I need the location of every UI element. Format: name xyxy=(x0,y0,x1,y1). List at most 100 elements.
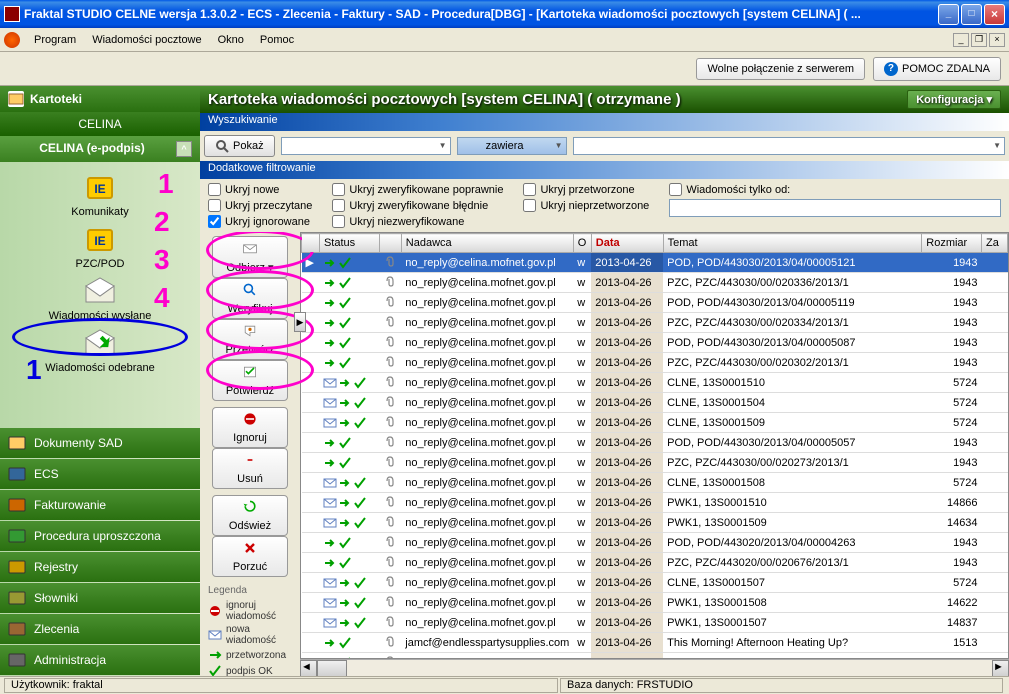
col-3[interactable]: Nadawca xyxy=(401,234,573,253)
maximize-button[interactable]: □ xyxy=(961,4,982,25)
chk-przetworzone[interactable]: Ukryj przetworzone xyxy=(523,183,649,196)
action-przetwórz[interactable]: Przetwórz xyxy=(212,319,288,360)
menu-program[interactable]: Program xyxy=(26,32,84,48)
clip-icon xyxy=(383,414,397,428)
chk-ukryj-ignorowane[interactable]: Ukryj ignorowane xyxy=(208,215,312,228)
sidebar-btn-icon-4 xyxy=(8,558,26,576)
sidebar-btn-6[interactable]: Zlecenia xyxy=(0,614,200,644)
tree-komunikaty[interactable]: IE Komunikaty xyxy=(40,172,160,218)
col-1[interactable]: Status xyxy=(319,234,379,253)
mdi-close[interactable]: × xyxy=(989,33,1005,47)
table-row[interactable]: no_reply@celina.mofnet.gov.pl w 2013-04-… xyxy=(302,613,1008,633)
tree-odebrane[interactable]: Wiadomości odebrane xyxy=(40,328,160,374)
filter-from-input[interactable] xyxy=(669,199,1001,217)
col-4[interactable]: O xyxy=(573,234,591,253)
col-2[interactable] xyxy=(379,234,401,253)
close-button[interactable]: × xyxy=(984,4,1005,25)
table-row[interactable]: no_reply@celina.mofnet.gov.pl w 2013-04-… xyxy=(302,393,1008,413)
action-ignoruj[interactable]: Ignoruj xyxy=(212,407,288,448)
sidebar-btn-0[interactable]: Dokumenty SAD xyxy=(0,428,200,458)
col-6[interactable]: Temat xyxy=(663,234,922,253)
action-porzuć[interactable]: Porzuć xyxy=(212,536,288,577)
minimize-button[interactable]: _ xyxy=(938,4,959,25)
arrow-icon xyxy=(338,616,352,630)
sidebar-kartoteki-header[interactable]: Kartoteki xyxy=(0,86,200,112)
action-usuń[interactable]: Usuń xyxy=(212,448,288,489)
tree-wyslane[interactable]: Wiadomości wysłane xyxy=(40,276,160,322)
sidebar-btn-3[interactable]: Procedura uproszczona xyxy=(0,521,200,551)
table-row[interactable]: no_reply@celina.mofnet.gov.pl w 2013-04-… xyxy=(302,593,1008,613)
action-odbierz[interactable]: Odbierz ▾ xyxy=(212,236,288,278)
clip-icon xyxy=(383,454,397,468)
table-row[interactable]: jamcf@endlesspartysupplies.com w 2013-04… xyxy=(302,633,1008,653)
connection-button[interactable]: Wolne połączenie z serwerem xyxy=(696,58,865,80)
table-row[interactable]: no_reply@celina.mofnet.gov.pl w 2013-04-… xyxy=(302,493,1008,513)
check-icon xyxy=(353,596,367,610)
chk-niezw[interactable]: Ukryj niezweryfikowane xyxy=(332,215,503,228)
table-row[interactable]: no_reply@celina.mofnet.gov.pl w 2013-04-… xyxy=(302,553,1008,573)
table-row[interactable]: no_reply@celina.mofnet.gov.pl w 2013-04-… xyxy=(302,513,1008,533)
menu-pomoc[interactable]: Pomoc xyxy=(252,32,302,48)
show-button[interactable]: Pokaż xyxy=(204,135,275,157)
search-op-combo[interactable]: zawiera xyxy=(457,137,567,155)
table-row[interactable]: no_reply@celina.mofnet.gov.pl w 2013-04-… xyxy=(302,413,1008,433)
mdi-minimize[interactable]: _ xyxy=(953,33,969,47)
mdi-restore[interactable]: ❐ xyxy=(971,33,987,47)
clip-icon xyxy=(383,294,397,308)
chk-zw-poprawnie[interactable]: Ukryj zweryfikowane poprawnie xyxy=(332,183,503,196)
search-field-combo[interactable] xyxy=(281,137,451,155)
table-row[interactable]: no_reply@celina.mofnet.gov.pl w 2013-04-… xyxy=(302,433,1008,453)
table-row[interactable]: no_reply@celina.mofnet.gov.pl w 2013-04-… xyxy=(302,273,1008,293)
search-value-combo[interactable] xyxy=(573,137,1005,155)
config-button[interactable]: Konfiguracja ▾ xyxy=(907,90,1001,109)
sidebar-btn-7[interactable]: Administracja xyxy=(0,645,200,675)
table-row[interactable]: no_reply@celina.mofnet.gov.pl w 2013-04-… xyxy=(302,373,1008,393)
col-7[interactable]: Rozmiar xyxy=(922,234,982,253)
menu-wiadomosci[interactable]: Wiadomości pocztowe xyxy=(84,32,209,48)
scroll-left[interactable]: ◄ xyxy=(300,660,317,676)
table-row[interactable]: no_reply@celina.mofnet.gov.pl w 2013-04-… xyxy=(302,293,1008,313)
table-row[interactable]: no_reply@celina.mofnet.gov.pl w 2013-04-… xyxy=(302,573,1008,593)
sidebar-btn-icon-6 xyxy=(8,620,26,638)
remote-help-button[interactable]: ?POMOC ZDALNA xyxy=(873,57,1001,81)
chk-zw-blednie[interactable]: Ukryj zweryfikowane błędnie xyxy=(332,199,503,212)
splitter-handle[interactable]: ▶ xyxy=(294,312,306,332)
action-odśwież[interactable]: Odśwież xyxy=(212,495,288,536)
table-row[interactable]: ▶ no_reply@celina.mofnet.gov.pl w 2013-0… xyxy=(302,253,1008,273)
col-8[interactable]: Za xyxy=(982,234,1008,253)
table-row[interactable]: no_reply@celina.mofnet.gov.pl w 2013-04-… xyxy=(302,453,1008,473)
sidebar-celina[interactable]: CELINA xyxy=(0,112,200,136)
arrow-icon xyxy=(323,256,337,270)
h-scrollbar[interactable]: ◄ ► xyxy=(300,659,1009,676)
table-row[interactable]: no_reply@celina.mofnet.gov.pl w 2013-04-… xyxy=(302,473,1008,493)
menu-okno[interactable]: Okno xyxy=(210,32,252,48)
expand-icon[interactable]: ^ xyxy=(176,141,192,157)
action-icon-3 xyxy=(240,364,260,380)
help-icon: ? xyxy=(884,62,898,76)
tree-area: 1 2 3 4 1 IE Komunikaty IE PZC/POD Wiado… xyxy=(0,162,200,427)
table-row[interactable]: no_reply@celina.mofnet.gov.pl w 2013-04-… xyxy=(302,353,1008,373)
action-potwierdź[interactable]: Potwierdź xyxy=(212,360,288,401)
message-grid[interactable]: Status NadawcaODataTematRozmiarZa ▶ no_re… xyxy=(300,232,1009,659)
sidebar-celina-epodpis[interactable]: CELINA (e-podpis) ^ xyxy=(0,136,200,162)
scroll-thumb[interactable] xyxy=(317,660,347,676)
table-row[interactable]: no_reply@celina.mofnet.gov.pl w 2013-04-… xyxy=(302,533,1008,553)
table-row[interactable]: no_reply@celina.mofnet.gov.pl w 2013-04-… xyxy=(302,313,1008,333)
chk-nieprzetworzone[interactable]: Ukryj nieprzetworzone xyxy=(523,199,649,212)
tree-pzc-pod[interactable]: IE PZC/POD xyxy=(40,224,160,270)
kartoteki-icon xyxy=(8,91,24,107)
sidebar-btn-4[interactable]: Rejestry xyxy=(0,552,200,582)
table-row[interactable]: no_reply@celina.mofnet.gov.pl w 2013-04-… xyxy=(302,333,1008,353)
action-weryfikuj[interactable]: Weryfikuj xyxy=(212,278,288,319)
col-5[interactable]: Data xyxy=(591,234,663,253)
col-0[interactable] xyxy=(302,234,320,253)
sidebar-btn-5[interactable]: Słowniki xyxy=(0,583,200,613)
scroll-right[interactable]: ► xyxy=(992,660,1009,676)
chk-ukryj-przeczytane[interactable]: Ukryj przeczytane xyxy=(208,199,312,212)
marker-bottom-1: 1 xyxy=(26,354,42,386)
sidebar-btn-1[interactable]: ECS xyxy=(0,459,200,489)
sidebar-btn-2[interactable]: Fakturowanie xyxy=(0,490,200,520)
search-icon xyxy=(215,139,229,153)
chk-ukryj-nowe[interactable]: Ukryj nowe xyxy=(208,183,312,196)
chk-tylko-od[interactable]: Wiadomości tylko od: xyxy=(669,183,1001,196)
